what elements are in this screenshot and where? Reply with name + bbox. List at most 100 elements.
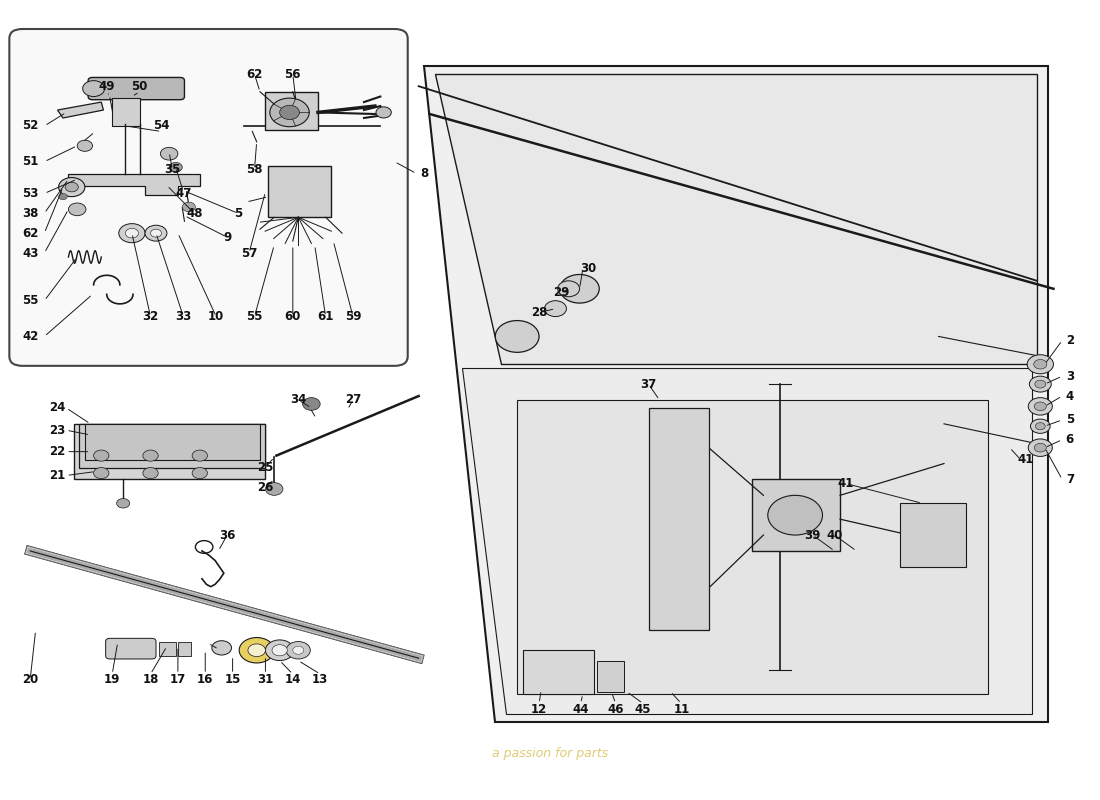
Text: 3: 3: [1066, 370, 1074, 382]
Text: 22: 22: [50, 445, 66, 458]
Text: 62: 62: [22, 226, 38, 240]
Circle shape: [239, 638, 274, 663]
Text: 21: 21: [50, 469, 66, 482]
Text: 53: 53: [22, 187, 38, 200]
Circle shape: [272, 645, 287, 656]
Text: 37: 37: [640, 378, 657, 390]
Text: 56: 56: [285, 68, 301, 81]
Bar: [649, 408, 708, 630]
FancyBboxPatch shape: [106, 638, 156, 659]
Text: 58: 58: [246, 163, 263, 176]
Polygon shape: [436, 74, 1037, 364]
Text: 44: 44: [572, 703, 588, 716]
Text: 7: 7: [1066, 473, 1074, 486]
Polygon shape: [57, 102, 103, 118]
Bar: [112, 98, 140, 126]
Circle shape: [151, 229, 162, 237]
Text: 13: 13: [312, 673, 328, 686]
Text: 41: 41: [837, 477, 854, 490]
Circle shape: [1028, 439, 1053, 457]
Circle shape: [192, 450, 208, 461]
Circle shape: [495, 321, 539, 352]
Circle shape: [376, 107, 392, 118]
Circle shape: [1034, 402, 1046, 410]
Bar: [79, 424, 265, 467]
Text: 60: 60: [285, 310, 301, 323]
Text: 48: 48: [186, 207, 202, 220]
Circle shape: [125, 229, 139, 238]
Circle shape: [1034, 443, 1046, 452]
Circle shape: [1035, 380, 1046, 388]
Text: 41: 41: [1018, 453, 1034, 466]
Text: 23: 23: [50, 424, 66, 437]
Text: 45: 45: [635, 703, 651, 716]
Text: 42: 42: [22, 330, 38, 343]
Text: 34: 34: [290, 394, 307, 406]
Circle shape: [1028, 398, 1053, 415]
Polygon shape: [425, 66, 1048, 722]
Text: 55: 55: [22, 294, 38, 307]
Bar: [265, 92, 318, 130]
Circle shape: [183, 202, 196, 212]
Text: 57: 57: [241, 246, 257, 259]
Circle shape: [265, 482, 283, 495]
Bar: [752, 479, 840, 551]
Text: 51: 51: [22, 155, 38, 168]
Circle shape: [1031, 419, 1050, 434]
Bar: [597, 661, 625, 692]
Text: 25: 25: [257, 461, 274, 474]
FancyBboxPatch shape: [88, 78, 185, 100]
Text: 32: 32: [142, 310, 158, 323]
Text: 12: 12: [531, 703, 547, 716]
Circle shape: [94, 450, 109, 461]
Text: 6: 6: [1066, 434, 1074, 446]
Text: 54: 54: [153, 119, 169, 133]
Text: a passion for parts: a passion for parts: [492, 747, 608, 760]
Text: a passion for parts: a passion for parts: [713, 394, 869, 438]
Text: 46: 46: [607, 703, 624, 716]
Circle shape: [169, 162, 183, 172]
Circle shape: [1034, 359, 1047, 369]
Text: 30: 30: [580, 262, 596, 275]
Polygon shape: [462, 368, 1032, 714]
Text: 29: 29: [553, 286, 569, 299]
Text: 2: 2: [1066, 334, 1074, 347]
Circle shape: [161, 147, 178, 160]
Circle shape: [248, 644, 265, 657]
Text: 62: 62: [246, 68, 263, 81]
Text: 10: 10: [208, 310, 224, 323]
Bar: [522, 650, 594, 694]
Text: 9: 9: [223, 230, 231, 244]
Text: 39: 39: [804, 529, 821, 542]
Bar: [160, 642, 176, 656]
Text: forces: forces: [692, 195, 1021, 287]
Circle shape: [145, 226, 167, 241]
Circle shape: [286, 642, 310, 659]
Text: 35: 35: [164, 163, 180, 176]
Circle shape: [270, 98, 309, 126]
Bar: [900, 503, 966, 567]
Circle shape: [192, 467, 208, 478]
Bar: [267, 166, 331, 218]
Circle shape: [212, 641, 231, 655]
Bar: [85, 424, 260, 459]
Text: 28: 28: [531, 306, 547, 319]
Text: 18: 18: [142, 673, 158, 686]
Text: 20: 20: [22, 673, 38, 686]
Text: 5: 5: [1066, 414, 1074, 426]
Text: 17: 17: [169, 673, 186, 686]
Text: 15: 15: [224, 673, 241, 686]
Text: 50: 50: [131, 80, 147, 93]
Circle shape: [1030, 376, 1052, 392]
Text: 4: 4: [1066, 390, 1074, 402]
Polygon shape: [68, 174, 200, 195]
Circle shape: [65, 182, 78, 192]
Circle shape: [58, 178, 85, 197]
Circle shape: [117, 498, 130, 508]
Circle shape: [1027, 354, 1054, 374]
Circle shape: [265, 640, 294, 661]
Circle shape: [143, 450, 158, 461]
Text: 59: 59: [344, 310, 361, 323]
Text: 14: 14: [285, 673, 301, 686]
Text: 27: 27: [345, 394, 361, 406]
